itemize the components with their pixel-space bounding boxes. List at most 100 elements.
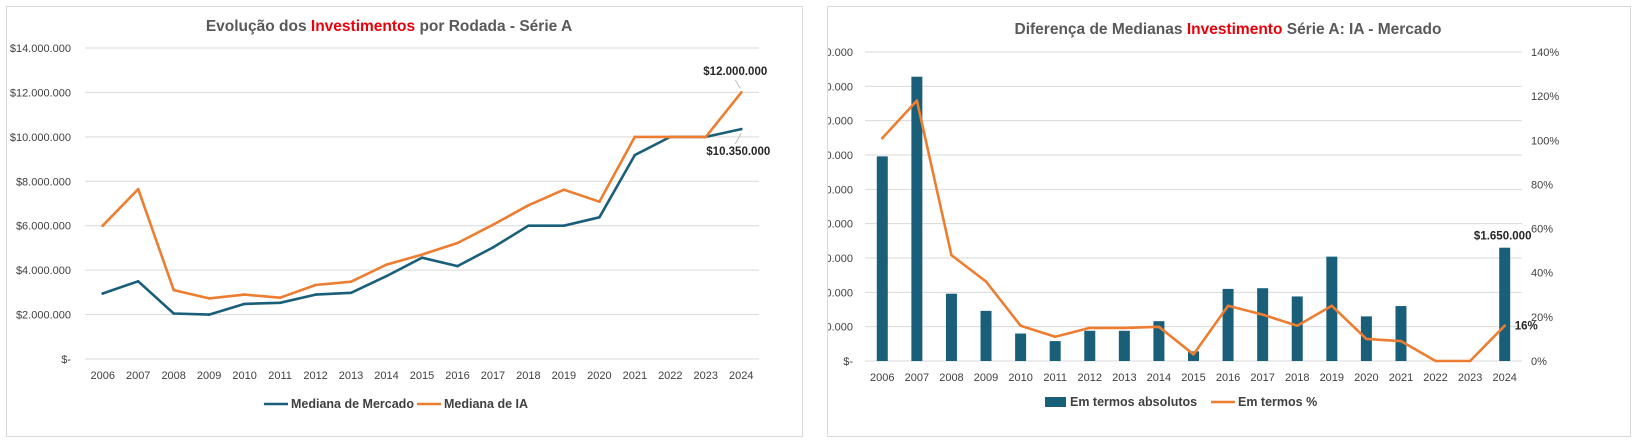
data-point <box>491 223 495 227</box>
data-point <box>562 188 566 192</box>
x-tick-label: 2021 <box>623 370 647 382</box>
line-chart-investments: Evolução dos Investimentos por Rodada - … <box>10 18 770 411</box>
data-point <box>1330 304 1334 308</box>
y-tick-label: $2.500.000 <box>828 184 853 196</box>
y-tick-label: $2.000.000 <box>16 310 71 322</box>
bar <box>1118 330 1130 361</box>
y-tick-label: $- <box>843 356 853 368</box>
data-point <box>349 291 353 295</box>
data-point <box>527 203 530 207</box>
x-tick-label: 2019 <box>552 370 576 382</box>
x-tick-label: 2006 <box>870 372 894 384</box>
x-tick-label: 2024 <box>729 370 753 382</box>
chart-title-part: por Rodada - Série A <box>415 18 572 35</box>
y2-tick-label: 120% <box>1531 91 1559 103</box>
bar <box>1257 288 1269 361</box>
bar <box>876 156 888 361</box>
data-point <box>1019 324 1022 327</box>
y-tick-label: $6.000.000 <box>16 221 71 233</box>
data-point <box>172 288 175 292</box>
y-tick-label: $3.500.000 <box>828 116 853 128</box>
data-label-market-2024: $10.350.000 <box>706 146 770 158</box>
x-tick-label: 2006 <box>90 370 114 382</box>
data-point <box>598 215 601 219</box>
x-tick-label: 2020 <box>587 370 611 382</box>
x-tick-label: 2020 <box>1354 372 1378 384</box>
data-point <box>633 153 637 157</box>
y-tick-label: $4.500.000 <box>828 47 853 59</box>
data-point <box>243 293 246 296</box>
bar <box>1049 341 1061 361</box>
x-tick-label: 2015 <box>1181 372 1205 384</box>
data-point <box>385 274 388 278</box>
legend-label-absolute: Em termos absolutos <box>1070 395 1197 409</box>
y2-tick-label: 40% <box>1531 268 1553 280</box>
x-tick-label: 2022 <box>1423 372 1447 384</box>
y-tick-label: $10.000.000 <box>10 132 71 144</box>
x-tick-label: 2024 <box>1492 372 1516 384</box>
data-point <box>1261 313 1264 316</box>
data-point <box>598 200 601 204</box>
data-point <box>1295 324 1299 327</box>
y-tick-label: $2.000.000 <box>828 219 853 231</box>
y2-tick-label: 140% <box>1531 47 1559 59</box>
data-label-absolute-2024: $1.650.000 <box>1474 231 1532 243</box>
data-point <box>984 280 988 283</box>
y-tick-label: $- <box>61 354 71 366</box>
data-point <box>1468 359 1472 363</box>
data-point <box>172 312 175 315</box>
x-tick-label: 2012 <box>1078 372 1102 384</box>
data-point <box>101 224 105 228</box>
series-line-market <box>101 127 743 316</box>
y-tick-label: $4.000.000 <box>828 81 853 93</box>
bar <box>945 293 957 361</box>
data-point <box>456 241 459 245</box>
y2-tick-label: 80% <box>1531 179 1553 191</box>
x-tick-label: 2008 <box>939 372 963 384</box>
data-label-leader <box>734 132 742 145</box>
series-line-percent <box>880 99 1507 363</box>
x-tick-label: 2012 <box>303 370 327 382</box>
data-point <box>739 91 743 94</box>
data-point <box>385 263 388 266</box>
bar <box>1015 333 1027 361</box>
x-tick-label: 2007 <box>126 370 150 382</box>
bar <box>980 310 992 361</box>
data-point <box>278 301 282 305</box>
x-tick-label: 2016 <box>445 370 469 382</box>
x-tick-label: 2018 <box>1285 372 1309 384</box>
data-point <box>633 135 637 139</box>
data-point <box>880 136 884 140</box>
x-tick-label: 2010 <box>232 370 256 382</box>
data-point <box>704 135 708 139</box>
data-point <box>491 246 495 249</box>
data-point <box>243 302 246 306</box>
data-point <box>1226 304 1230 308</box>
x-tick-label: 2014 <box>1147 372 1171 384</box>
series-line-ia <box>101 91 743 300</box>
bar <box>1499 247 1511 361</box>
bar <box>1291 296 1303 361</box>
data-point <box>420 253 424 256</box>
y-tick-label: $8.000.000 <box>16 176 71 188</box>
bar <box>911 76 923 361</box>
bar <box>1084 330 1096 361</box>
legend-label-percent: Em termos % <box>1238 395 1317 409</box>
x-tick-label: 2023 <box>1458 372 1482 384</box>
x-tick-label: 2023 <box>694 370 718 382</box>
bar <box>1222 288 1234 361</box>
bar <box>1153 321 1165 361</box>
data-point <box>101 292 105 295</box>
data-point <box>562 224 566 228</box>
data-point <box>420 256 424 260</box>
data-point <box>950 253 953 257</box>
data-label-leader <box>734 79 741 89</box>
y-tick-label: $1.000.000 <box>828 287 853 299</box>
combo-chart-median-difference: Diferença de Medianas Investimento Série… <box>828 21 1559 409</box>
data-point <box>1088 326 1092 330</box>
data-point <box>1053 335 1057 339</box>
y-tick-label: $12.000.000 <box>10 87 71 99</box>
y-tick-label: $3.000.000 <box>828 150 853 162</box>
data-point <box>314 293 317 296</box>
x-tick-label: 2014 <box>374 370 398 382</box>
